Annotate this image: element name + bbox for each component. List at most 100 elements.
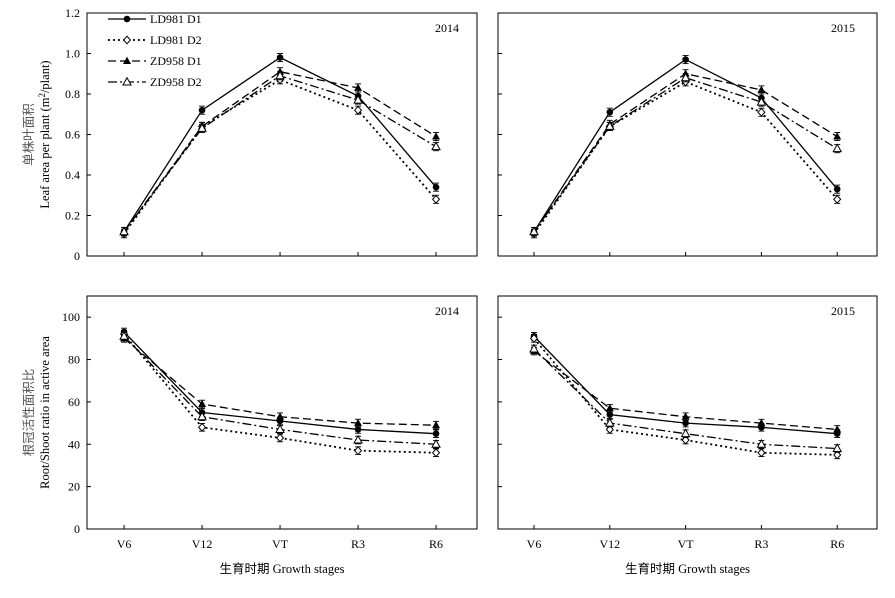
series-ld981-d1: [530, 331, 841, 438]
y-axis-title: 根冠活性面积比 Root/Shoot ratio in active area: [22, 336, 52, 489]
data-point: [757, 448, 766, 458]
data-point: [353, 446, 363, 456]
y-tick-label: 20: [68, 480, 80, 494]
series-zd958-d1: [530, 69, 842, 237]
data-point: [682, 419, 689, 427]
legend-entry: ZD958 D2: [108, 75, 202, 89]
data-point: [354, 418, 363, 427]
series-zd958-d2: [119, 330, 441, 449]
y-axis-title-en-main: Leaf area per plant (m: [38, 97, 52, 208]
data-point: [680, 428, 691, 438]
x-tick-label: VT: [272, 537, 289, 551]
data-point: [431, 438, 441, 448]
data-point: [604, 417, 615, 427]
series-ld981-d2: [119, 329, 441, 458]
data-point: [756, 96, 767, 106]
x-tick-label: R3: [754, 537, 768, 551]
data-point: [276, 54, 284, 61]
plot-frame: [497, 295, 878, 530]
y-tick-label: 60: [68, 395, 80, 409]
x-tick-label: V12: [599, 537, 620, 551]
series-zd958-d2: [529, 72, 843, 237]
data-point: [354, 83, 363, 91]
x-tick-label: V6: [117, 537, 132, 551]
y-tick-label: 0: [74, 249, 80, 263]
series-line: [533, 73, 838, 233]
data-point: [353, 434, 363, 444]
series-ld981-d2: [529, 333, 842, 460]
data-point: [353, 94, 363, 104]
legend-swatch-marker: [123, 15, 131, 23]
series-zd958-d2: [529, 343, 843, 453]
y-axis-title-en-tail: /plant): [38, 60, 52, 93]
series-ld981-d2: [529, 77, 842, 239]
data-point: [432, 420, 441, 429]
y-tick-label: 1.2: [65, 6, 80, 20]
legend-label: ZD958 D1: [150, 54, 202, 68]
data-point: [833, 132, 842, 140]
series-zd958-d1: [120, 67, 441, 237]
y-tick-label: 40: [68, 437, 80, 451]
y-tick-label: 0.4: [65, 168, 80, 182]
panel-bottom-left: 0 20 40 60 80 100 V6 V12 VT R3 R6 2014 根冠活性面积比 Root/S…: [22, 295, 478, 576]
data-point: [197, 422, 207, 432]
x-tick-label: V6: [527, 537, 542, 551]
series-line: [123, 78, 437, 235]
data-point: [275, 424, 285, 433]
data-point: [529, 333, 539, 343]
x-tick-label: R3: [351, 537, 365, 551]
data-point: [197, 123, 207, 132]
panel-top-left: 0 0.2 0.4 0.6 0.8 1.0 1.2 2014 单株叶面积 Leaf area pe…: [21, 6, 478, 263]
data-point: [354, 426, 362, 433]
data-point: [353, 105, 363, 115]
series-ld981-d2: [119, 75, 441, 239]
series-line: [533, 77, 838, 233]
data-point: [605, 403, 614, 412]
data-point: [833, 194, 842, 204]
data-point: [680, 72, 691, 82]
data-point: [756, 438, 767, 448]
panel-bottom-right: V6 V12 VT R3 R6 2015 生育时期 Growth stages: [497, 295, 878, 576]
x-tick-label: VT: [678, 537, 695, 551]
year-label: 2014: [435, 21, 459, 35]
year-label: 2015: [831, 304, 855, 318]
data-point: [432, 132, 441, 140]
plot-frame: [86, 295, 478, 530]
data-point: [198, 106, 206, 114]
data-point: [119, 226, 129, 236]
x-tick-label: R6: [830, 537, 844, 551]
y-tick-label: 80: [68, 353, 80, 367]
data-point: [604, 121, 615, 130]
data-point: [681, 435, 690, 445]
data-point: [431, 448, 441, 458]
data-point: [431, 194, 441, 204]
y-axis-title-cn: 根冠活性面积比: [22, 369, 36, 457]
legend-label: LD981 D2: [150, 33, 202, 47]
y-tick-label: 100: [62, 310, 80, 324]
plot-frame: [497, 12, 878, 257]
series-line: [533, 80, 838, 235]
x-axis-title: 生育时期 Growth stages: [220, 561, 345, 576]
legend-entry: LD981 D2: [108, 33, 202, 47]
data-point: [833, 185, 841, 193]
year-label: 2015: [831, 21, 855, 35]
legend: LD981 D1 LD981 D2 ZD958 D1 ZD958 D2: [108, 12, 202, 89]
x-tick-label: V12: [192, 537, 213, 551]
legend-swatch-marker: [122, 76, 132, 86]
y-tick-label: 0: [74, 522, 80, 536]
legend-swatch-marker: [122, 35, 132, 45]
series-line: [123, 75, 437, 233]
legend-swatch-marker: [123, 56, 131, 64]
y-tick-label: 1.0: [65, 47, 80, 61]
data-point: [275, 70, 285, 80]
data-point: [757, 418, 766, 427]
data-point: [432, 183, 440, 191]
x-axis-title: 生育时期 Growth stages: [625, 561, 750, 576]
data-point: [529, 226, 539, 236]
data-point: [276, 412, 285, 420]
data-point: [832, 443, 843, 453]
data-point: [757, 107, 766, 117]
data-point: [606, 411, 614, 418]
legend-entry: ZD958 D1: [108, 54, 202, 68]
